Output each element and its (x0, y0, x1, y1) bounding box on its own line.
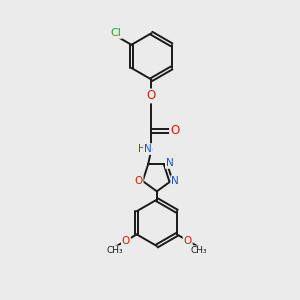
Text: O: O (122, 236, 130, 246)
Text: O: O (147, 89, 156, 102)
Text: CH₃: CH₃ (190, 246, 207, 255)
Text: Cl: Cl (110, 28, 122, 38)
Text: H: H (138, 144, 146, 154)
Text: O: O (184, 236, 192, 246)
Text: N: N (171, 176, 179, 186)
Text: O: O (134, 176, 143, 186)
Text: O: O (170, 124, 179, 137)
Text: CH₃: CH₃ (107, 246, 123, 255)
Text: N: N (144, 144, 152, 154)
Text: N: N (166, 158, 174, 168)
